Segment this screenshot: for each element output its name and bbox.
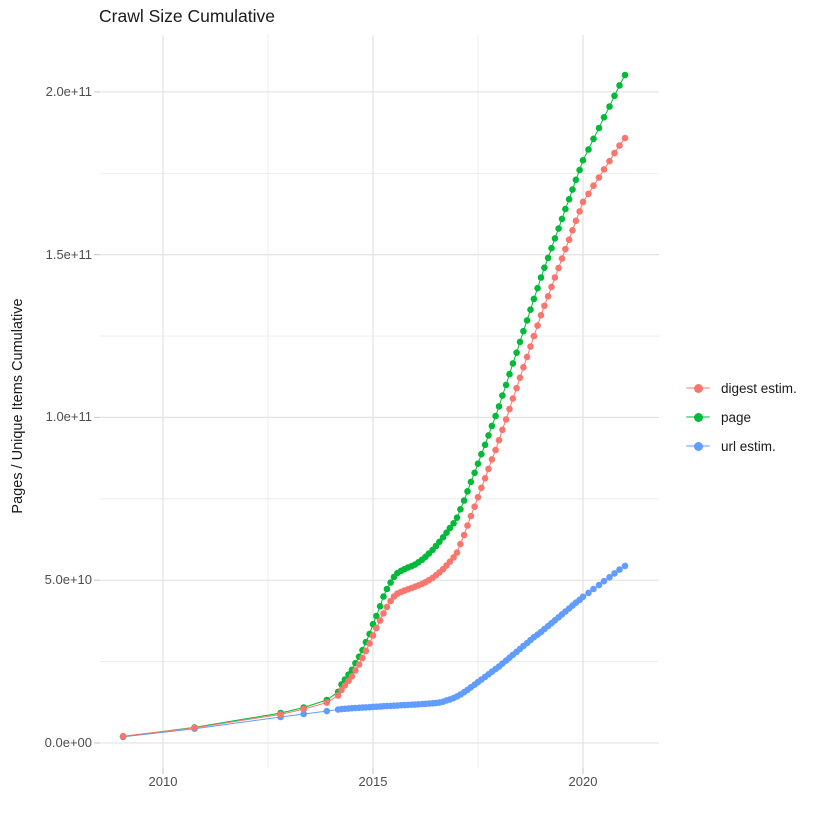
y-tick-label-2: 1.0e+11 (45, 409, 92, 424)
x-tick-label-2020: 2020 (568, 774, 598, 789)
legend-key-url-icon (686, 440, 710, 452)
legend-label: digest estim. (721, 380, 797, 396)
x-tick-label-2010: 2010 (148, 774, 178, 789)
y-axis-title: Pages / Unique Items Cumulative (10, 298, 26, 514)
legend: digest estim. page url estim. (686, 378, 797, 456)
legend-key-page-icon (686, 411, 710, 423)
y-tick-label-0: 0.0e+00 (44, 735, 92, 750)
legend-label: page (721, 409, 752, 425)
legend-item-digest-estim: digest estim. (686, 378, 797, 398)
legend-item-page: page (686, 407, 797, 427)
legend-label: url estim. (721, 438, 776, 454)
y-tick-label-1: 5.0e+10 (44, 572, 92, 587)
x-tick-label-2015: 2015 (358, 774, 388, 789)
legend-item-url-estim: url estim. (686, 436, 797, 456)
y-tick-label-4: 2.0e+11 (45, 84, 92, 99)
legend-key-digest-icon (686, 382, 710, 394)
chart-title: Crawl Size Cumulative (99, 6, 276, 26)
y-tick-label-3: 1.5e+11 (45, 247, 92, 262)
